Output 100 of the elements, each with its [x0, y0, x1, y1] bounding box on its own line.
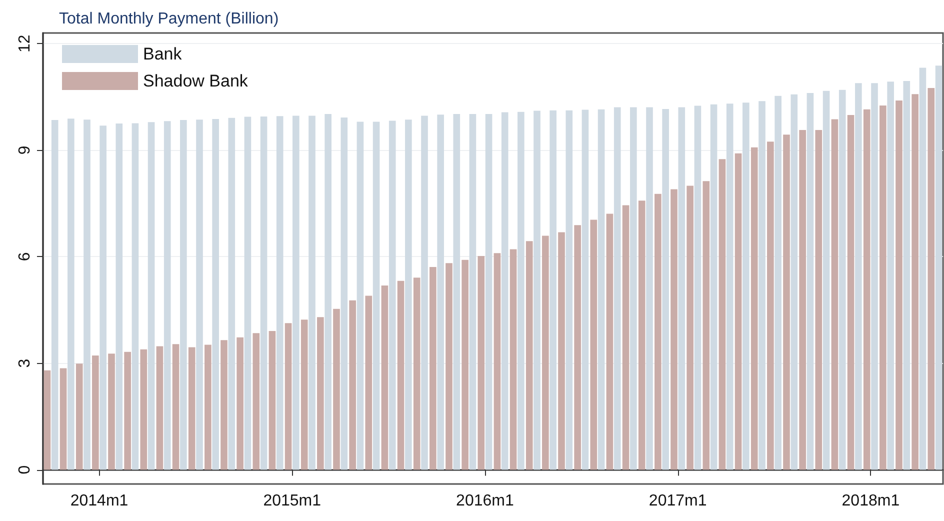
bar	[268, 330, 276, 470]
bar	[212, 118, 219, 470]
bar	[767, 142, 774, 470]
y-tick-label: 12	[16, 34, 34, 53]
bar	[437, 114, 444, 470]
chart-title: Total Monthly Payment (Billion)	[59, 10, 279, 28]
bar	[116, 124, 123, 470]
bar	[896, 100, 902, 470]
y-tick-label: 6	[16, 252, 34, 262]
bar	[388, 120, 396, 470]
bar	[912, 94, 918, 470]
bar	[542, 236, 549, 470]
bar	[124, 352, 131, 470]
x-tick-label: 2015m1	[263, 492, 322, 510]
bar	[365, 296, 372, 470]
bar	[734, 153, 742, 470]
bar	[598, 109, 605, 470]
bar	[566, 110, 573, 470]
bar	[276, 116, 284, 470]
bar	[132, 123, 139, 470]
bar	[300, 320, 308, 470]
bar	[140, 349, 148, 470]
bar	[678, 107, 686, 470]
bar	[324, 114, 332, 470]
legend-label: Shadow Bank	[143, 72, 248, 90]
bar	[919, 68, 926, 470]
bar	[534, 110, 540, 470]
bar	[446, 263, 452, 470]
bar	[156, 346, 164, 470]
bar	[622, 205, 630, 470]
x-tick-label: 2017m1	[648, 492, 707, 510]
bar	[630, 107, 637, 470]
bar	[654, 194, 662, 470]
bar	[558, 232, 565, 470]
bar	[478, 256, 485, 470]
bar	[180, 120, 187, 470]
bar	[582, 110, 589, 470]
bar	[252, 333, 260, 470]
bar	[317, 317, 324, 470]
bar	[148, 122, 155, 470]
bar	[44, 370, 51, 470]
bar	[228, 118, 236, 470]
y-tick-label: 3	[16, 358, 34, 368]
bar	[799, 130, 806, 470]
bar	[638, 200, 646, 470]
bar	[855, 83, 862, 470]
bar	[469, 114, 476, 470]
bar	[670, 189, 678, 470]
bar	[284, 323, 292, 470]
bar	[880, 105, 886, 470]
bar	[356, 122, 364, 470]
bar	[831, 119, 838, 470]
bar	[790, 94, 798, 470]
bar	[742, 102, 750, 470]
bar	[349, 300, 356, 470]
bar	[847, 115, 854, 470]
bar	[815, 130, 822, 470]
bar	[196, 120, 203, 470]
bar	[100, 126, 106, 470]
bar	[172, 344, 180, 470]
bar	[260, 116, 268, 470]
bar	[774, 96, 782, 470]
bar	[236, 337, 244, 470]
bar	[51, 120, 58, 470]
bar	[405, 120, 412, 470]
bar	[838, 90, 846, 470]
bar	[292, 116, 300, 470]
bar	[510, 249, 517, 470]
bar	[60, 368, 67, 470]
bar	[220, 340, 228, 470]
bar	[646, 107, 653, 470]
bar	[421, 116, 428, 470]
bar	[702, 181, 710, 470]
bar	[340, 118, 348, 470]
bar	[863, 109, 870, 470]
bar	[333, 308, 340, 470]
bar	[822, 90, 830, 470]
bar	[244, 116, 252, 470]
x-tick-label: 2014m1	[70, 492, 128, 510]
bar	[718, 159, 726, 470]
bar	[485, 114, 492, 470]
bar	[494, 253, 501, 470]
bar	[462, 260, 468, 470]
bar	[574, 225, 581, 470]
bar	[590, 220, 598, 470]
bar	[871, 83, 878, 470]
bar	[453, 114, 460, 470]
y-tick-label: 0	[16, 465, 34, 474]
bar	[614, 107, 621, 470]
bar	[92, 355, 99, 470]
bar	[164, 121, 171, 470]
bar	[903, 80, 910, 470]
bar	[413, 278, 420, 470]
bar	[935, 66, 942, 470]
bar	[430, 267, 436, 470]
legend-label: Bank	[143, 44, 182, 64]
bar	[204, 344, 212, 470]
bar	[68, 118, 74, 470]
bar	[397, 280, 404, 470]
x-tick-label: 2018m1	[842, 492, 900, 510]
